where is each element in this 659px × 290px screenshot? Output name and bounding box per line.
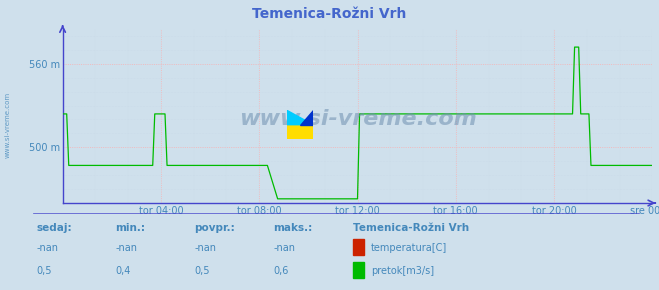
Text: -nan: -nan bbox=[194, 243, 216, 253]
Polygon shape bbox=[300, 110, 313, 125]
Text: www.si-vreme.com: www.si-vreme.com bbox=[239, 110, 476, 129]
Text: pretok[m3/s]: pretok[m3/s] bbox=[371, 266, 434, 276]
Text: 0,5: 0,5 bbox=[36, 266, 52, 276]
Text: povpr.:: povpr.: bbox=[194, 222, 235, 233]
Polygon shape bbox=[287, 110, 313, 125]
Text: 0,5: 0,5 bbox=[194, 266, 210, 276]
Text: 0,4: 0,4 bbox=[115, 266, 130, 276]
Text: temperatura[C]: temperatura[C] bbox=[371, 243, 447, 253]
Text: -nan: -nan bbox=[273, 243, 295, 253]
Text: -nan: -nan bbox=[115, 243, 137, 253]
Text: min.:: min.: bbox=[115, 222, 146, 233]
Text: Temenica-Rožni Vrh: Temenica-Rožni Vrh bbox=[252, 7, 407, 21]
Text: www.si-vreme.com: www.si-vreme.com bbox=[5, 92, 11, 158]
Text: sedaj:: sedaj: bbox=[36, 222, 72, 233]
Text: maks.:: maks.: bbox=[273, 222, 313, 233]
Text: -nan: -nan bbox=[36, 243, 58, 253]
Text: 0,6: 0,6 bbox=[273, 266, 289, 276]
Polygon shape bbox=[287, 125, 313, 139]
Text: Temenica-Rožni Vrh: Temenica-Rožni Vrh bbox=[353, 222, 469, 233]
